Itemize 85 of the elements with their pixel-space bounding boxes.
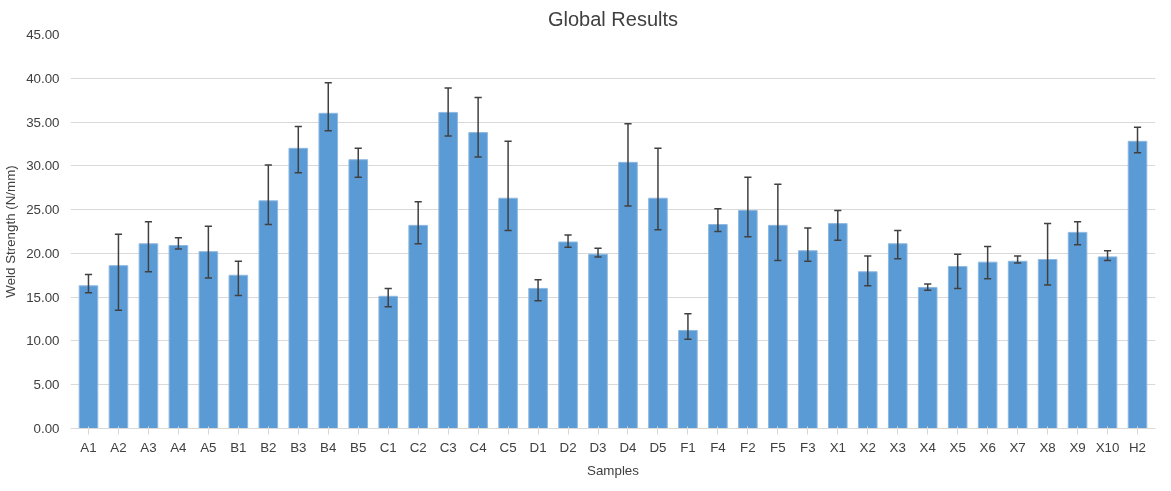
- x-tick-label: A5: [200, 439, 217, 455]
- x-tick-label: B5: [350, 439, 367, 455]
- bar: [378, 295, 398, 429]
- bar: [798, 250, 818, 429]
- x-tick-label: D4: [619, 439, 638, 455]
- bar: [78, 285, 99, 429]
- bar: [438, 111, 458, 429]
- x-tick-label: D2: [559, 439, 577, 455]
- bar: [1067, 231, 1088, 429]
- x-tick-label: D1: [529, 439, 547, 455]
- chart-title: Global Results: [547, 7, 679, 30]
- y-tick-label: 20.00: [26, 245, 60, 261]
- x-tick-label: C5: [499, 439, 517, 455]
- y-tick-label: 35.00: [26, 114, 60, 130]
- bar: [648, 197, 668, 429]
- x-tick-label: A4: [170, 439, 188, 455]
- x-tick-label: A2: [110, 439, 127, 455]
- x-tick-label: F5: [770, 439, 786, 455]
- y-tick-label: 30.00: [26, 158, 60, 174]
- x-tick-label: C1: [379, 439, 397, 455]
- bar: [558, 241, 578, 429]
- bar: [1127, 140, 1148, 429]
- x-tick-label: X1: [829, 439, 846, 455]
- x-tick-label: X5: [949, 439, 966, 455]
- y-tick-label: 25.00: [26, 202, 60, 218]
- y-axis-title: Weld Strength (N/mm): [3, 165, 19, 298]
- bar: [198, 251, 219, 429]
- y-tick-label: 5.00: [33, 377, 60, 393]
- x-tick-label: B3: [290, 439, 307, 455]
- bar: [588, 253, 608, 429]
- x-tick-label: X9: [1069, 439, 1086, 455]
- bar: [618, 161, 638, 429]
- x-axis-title: Samples: [587, 462, 640, 478]
- x-tick-label: X4: [919, 439, 937, 455]
- x-tick-label: F4: [710, 439, 727, 455]
- x-tick-label: X7: [1009, 439, 1026, 455]
- bar: [498, 197, 518, 429]
- bar: [348, 159, 369, 429]
- bar: [258, 200, 279, 429]
- bar: [108, 265, 129, 429]
- bar: [738, 209, 758, 429]
- x-tick-label: C3: [439, 439, 457, 455]
- x-tick-label: D3: [589, 439, 607, 455]
- x-tick-label: B1: [230, 439, 247, 455]
- x-tick-label: F3: [800, 439, 816, 455]
- y-tick-label: 15.00: [26, 289, 60, 305]
- x-tick-label: B4: [320, 439, 337, 455]
- x-tick-label: F1: [680, 439, 696, 455]
- bar: [228, 274, 249, 429]
- bar: [408, 224, 428, 429]
- x-tick-label: F2: [740, 439, 756, 455]
- y-tick-label: 40.00: [26, 70, 60, 86]
- x-tick-label: H2: [1129, 439, 1147, 455]
- x-tick-label: X2: [859, 439, 876, 455]
- bar: [768, 224, 788, 429]
- x-tick-label: C2: [409, 439, 427, 455]
- x-tick-label: X10: [1095, 439, 1120, 455]
- bar: [168, 245, 189, 429]
- bar: [318, 112, 339, 429]
- bar: [528, 287, 548, 429]
- x-tick-label: X6: [979, 439, 996, 455]
- bar: [828, 223, 848, 429]
- bar: [917, 287, 938, 429]
- x-tick-label: X3: [889, 439, 906, 455]
- y-tick-label: 0.00: [33, 421, 60, 436]
- bar: [138, 243, 159, 429]
- bar: [1007, 260, 1028, 429]
- y-tick-label: 10.00: [26, 333, 60, 349]
- bar: [288, 147, 309, 429]
- bar: [708, 224, 728, 429]
- x-tick-label: X8: [1039, 439, 1056, 455]
- bar: [678, 329, 698, 429]
- y-tick-label: 45.00: [26, 27, 60, 42]
- x-tick-label: A1: [80, 439, 97, 455]
- x-tick-label: D5: [649, 439, 667, 455]
- x-tick-label: A3: [140, 439, 157, 455]
- bar: [857, 271, 878, 429]
- bar: [1037, 259, 1058, 429]
- bar: [887, 243, 908, 429]
- bar: [977, 261, 998, 429]
- x-tick-label: B2: [260, 439, 277, 455]
- bar: [1097, 256, 1118, 429]
- bar: [468, 132, 488, 429]
- bar: [947, 266, 968, 429]
- x-tick-label: C4: [469, 439, 488, 455]
